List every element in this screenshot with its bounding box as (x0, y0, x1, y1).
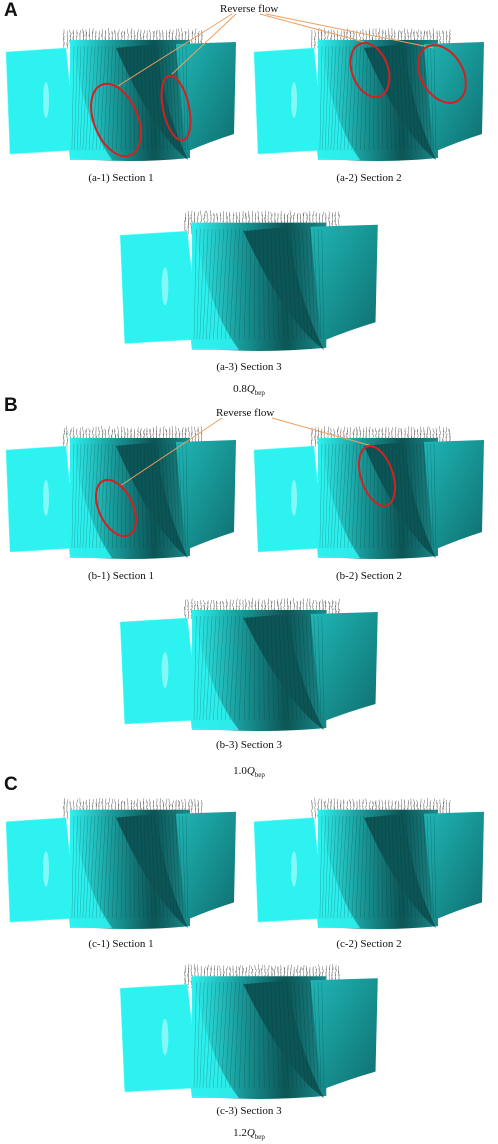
flow-field-c1-right-blade (176, 811, 236, 921)
panel-letter-a: A (4, 0, 18, 21)
flow-field-a1 (5, 28, 236, 161)
condition-symbol-a: Q (246, 383, 255, 395)
flow-field-c3-left-blade (119, 984, 199, 1093)
flow-field-c2-middle-blade (364, 813, 436, 928)
flow-field-b2-right-blade (424, 440, 484, 550)
caption-a1: (a-1) Section 1 (88, 172, 154, 184)
flow-field-b3-right-blade (310, 612, 378, 722)
condition-symbol-c: Q (246, 1127, 255, 1139)
flow-field-b3-hub (191, 610, 327, 731)
flow-field-b3-streaks (193, 615, 325, 721)
caption-c1: (c-1) Section 1 (88, 938, 154, 950)
flow-field-c2-front-blade (315, 821, 360, 928)
flow-condition-a: 0.8Qbep (180, 383, 318, 397)
flow-field-b1-left-blade (5, 445, 77, 553)
flow-field-a3-middle-blade (243, 226, 324, 350)
flow-field-a2-front-blade (315, 52, 360, 160)
flow-field-c2-hub (318, 809, 438, 930)
flow-field-c3 (119, 964, 378, 1099)
flow-field-c3-hub (191, 976, 327, 1099)
caption-a3: (a-3) Section 3 (216, 361, 282, 373)
flow-field-b2-front-blade (315, 450, 360, 558)
condition-sub-b: bep (254, 771, 265, 780)
flow-field-b2 (253, 425, 484, 559)
flow-field-c1-left-blade (5, 817, 77, 923)
condition-coef-c: 1.2 (233, 1127, 247, 1139)
condition-sub-a: bep (254, 389, 265, 398)
caption-b2: (b-2) Section 2 (336, 570, 402, 582)
flow-condition-b: 1.0Qbep (180, 765, 318, 779)
flow-field-a3-streaks (193, 228, 325, 340)
caption-c2: (c-2) Section 2 (336, 938, 402, 950)
flow-field-b2-left-blade (253, 445, 325, 553)
flow-field-c1-hub (70, 809, 190, 930)
flow-field-c2-streaks (319, 815, 437, 919)
flow-field-a3-hub (191, 222, 327, 351)
flow-field-b3-front-blade (189, 622, 239, 730)
flow-field-a1-front-blade (67, 52, 112, 160)
flow-field-b2-streaks (319, 443, 437, 549)
caption-b3: (b-3) Section 3 (216, 739, 282, 751)
flow-field-c2-left-blade (253, 817, 325, 923)
flow-field-b1-front-blade (67, 450, 112, 558)
flow-field-a1-left-blade (5, 47, 77, 155)
flow-condition-c: 1.2Qbep (180, 1127, 318, 1141)
flow-field-a3-right-blade (310, 224, 378, 342)
flow-field-b1 (5, 426, 236, 559)
flow-field-b3-middle-blade (243, 614, 324, 730)
caption-a2: (a-2) Section 2 (336, 172, 402, 184)
flow-field-c1 (5, 797, 236, 930)
reverse-flow-label-b: Reverse flow (216, 407, 275, 419)
flow-field-a2-left-blade (253, 47, 325, 155)
flow-field-a2-hub (318, 40, 438, 161)
flow-field-c1-front-blade (67, 821, 112, 928)
flow-field-c2-right-blade (424, 811, 484, 921)
flow-field-c1-streaks (71, 815, 189, 919)
reverse-flow-label-a: Reverse flow (220, 3, 279, 15)
caption-b1: (b-1) Section 1 (88, 570, 154, 582)
panel-letter-b: B (4, 395, 18, 416)
caption-c3: (c-3) Section 3 (216, 1105, 282, 1117)
flow-field-c1-middle-blade (116, 813, 188, 928)
flow-field-c3-right-blade (310, 978, 378, 1090)
flow-field-c3-front-blade (189, 988, 239, 1098)
condition-coef-a: 0.8 (233, 383, 247, 395)
panel-letter-c: C (4, 774, 18, 795)
condition-symbol-b: Q (246, 765, 255, 777)
flow-field-a3-left-blade (119, 230, 199, 344)
flow-field-b3-left-blade (119, 617, 199, 725)
flow-field-c3-middle-blade (243, 980, 324, 1098)
flow-field-c3-streaks (193, 982, 325, 1088)
condition-coef-b: 1.0 (233, 765, 247, 777)
flow-field-a3 (119, 210, 378, 351)
condition-sub-c: bep (254, 1133, 265, 1142)
flow-field-c2 (253, 797, 484, 930)
flow-field-a2 (253, 28, 484, 161)
flow-field-b3 (119, 597, 378, 731)
flow-field-a3-front-blade (189, 235, 239, 350)
